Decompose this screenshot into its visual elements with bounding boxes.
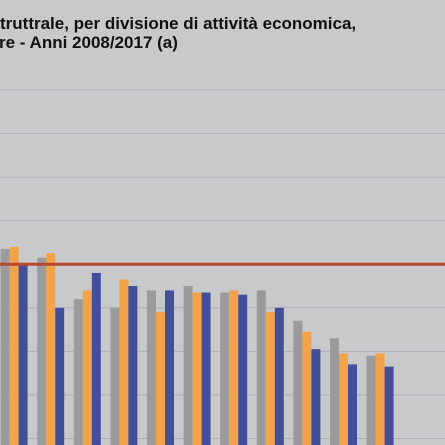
bar-series-3 (128, 286, 138, 445)
bar-series-2 (9, 246, 19, 445)
bar-series-1 (293, 320, 303, 445)
chart-title-line-2: re - Anni 2008/2017 (a) (0, 33, 178, 52)
bar-series-1 (330, 338, 339, 445)
bar-series-1 (110, 307, 120, 445)
bar-series-3 (384, 366, 394, 445)
bar-series-3 (201, 292, 211, 445)
chart-title: truttrale, per divisione di attività eco… (0, 14, 445, 52)
bar-series-1 (183, 286, 193, 445)
bar-series-2 (265, 312, 275, 445)
bar-series-3 (165, 290, 174, 445)
bar-series-1 (147, 290, 156, 445)
bar-series-1 (366, 355, 376, 445)
bar-series-2 (302, 331, 312, 445)
bar-series-3 (238, 294, 248, 445)
bar-series-2 (156, 312, 165, 445)
bar-series-3 (274, 307, 284, 445)
bar-series-1 (73, 299, 83, 445)
bar-series-2 (192, 292, 202, 445)
bar-series-3 (91, 272, 101, 445)
chart-title-line-1: truttrale, per divisione di attività eco… (0, 14, 357, 33)
bar-series-1 (256, 290, 266, 445)
bar-series-1 (220, 292, 230, 445)
bar-series-3 (55, 307, 65, 445)
bar-series-2 (46, 253, 56, 445)
bar-series-3 (311, 349, 321, 445)
bar-series-3 (18, 264, 28, 445)
bar-series-2 (119, 279, 129, 445)
bar-series-2 (375, 353, 385, 445)
bar-series-2 (82, 290, 92, 445)
bar-series-2 (229, 290, 239, 445)
bar-series-1 (0, 249, 10, 445)
bar-series-3 (348, 364, 357, 445)
bar-series-2 (339, 353, 348, 445)
bar-series-1 (37, 257, 47, 445)
